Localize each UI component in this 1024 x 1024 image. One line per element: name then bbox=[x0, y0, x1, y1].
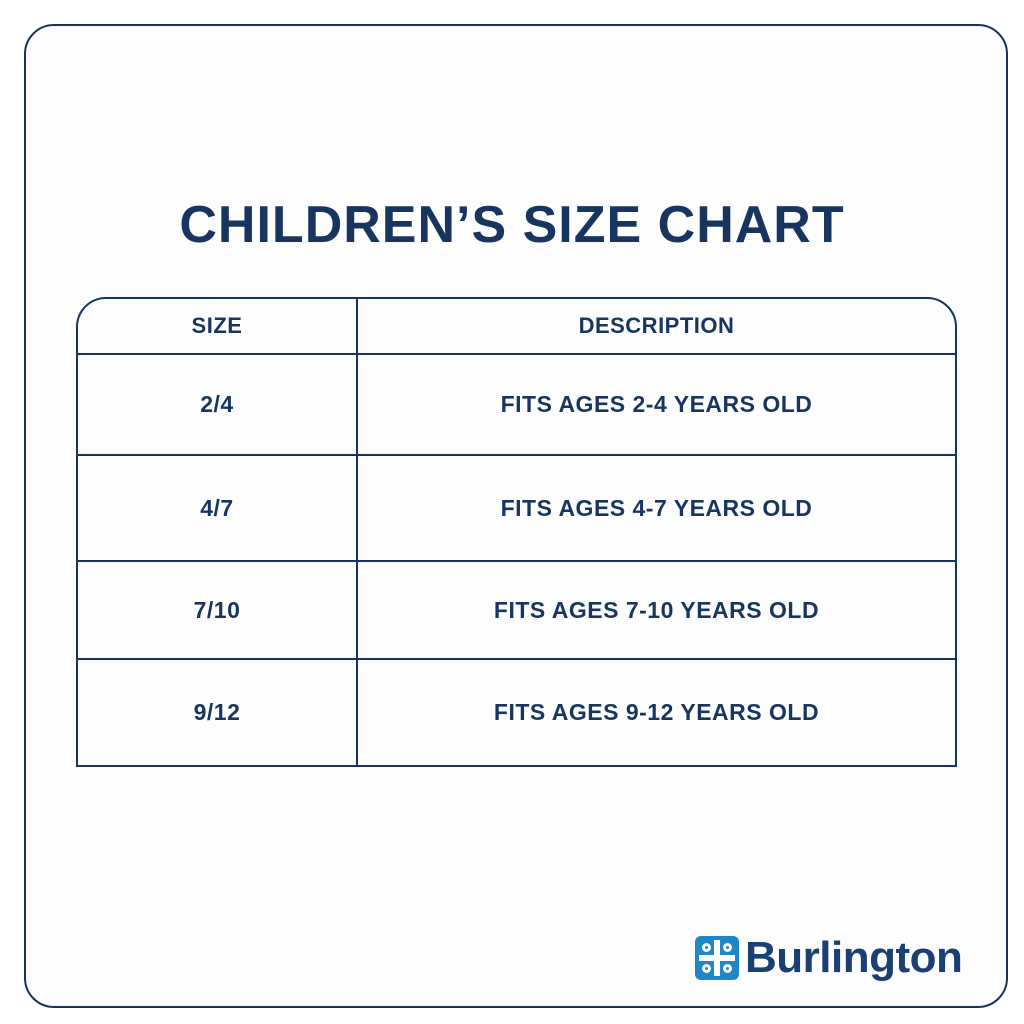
row-size: 4/7 bbox=[78, 456, 358, 560]
row-description: FITS AGES 2-4 YEARS OLD bbox=[500, 391, 813, 417]
row-size: 7/10 bbox=[78, 562, 358, 658]
row-description: FITS AGES 4-7 YEARS OLD bbox=[500, 494, 813, 521]
brand-name: Burlington bbox=[745, 933, 963, 982]
header-description: DESCRIPTION bbox=[578, 313, 735, 338]
table-row: 4/7 FITS AGES 4-7 YEARS OLD bbox=[78, 456, 955, 562]
header-size: SIZE bbox=[78, 299, 358, 353]
table-header-row: SIZE DESCRIPTION bbox=[78, 299, 955, 355]
table-row: 9/12 FITS AGES 9-12 YEARS OLD bbox=[78, 660, 955, 765]
size-table: SIZE DESCRIPTION 2/4 FITS AGES 2-4 YEARS… bbox=[76, 297, 957, 767]
burlington-mark-icon bbox=[695, 936, 739, 980]
row-description: FITS AGES 7-10 YEARS OLD bbox=[493, 596, 820, 623]
card-frame bbox=[24, 24, 1008, 1008]
page-title: CHILDREN’S SIZE CHART bbox=[179, 196, 845, 254]
brand-logo: Burlington bbox=[695, 932, 963, 984]
row-size: 2/4 bbox=[78, 355, 358, 454]
table-row: 7/10 FITS AGES 7-10 YEARS OLD bbox=[78, 562, 955, 660]
row-size: 9/12 bbox=[78, 660, 358, 765]
table-row: 2/4 FITS AGES 2-4 YEARS OLD bbox=[78, 355, 955, 456]
row-description: FITS AGES 9-12 YEARS OLD bbox=[493, 699, 820, 725]
